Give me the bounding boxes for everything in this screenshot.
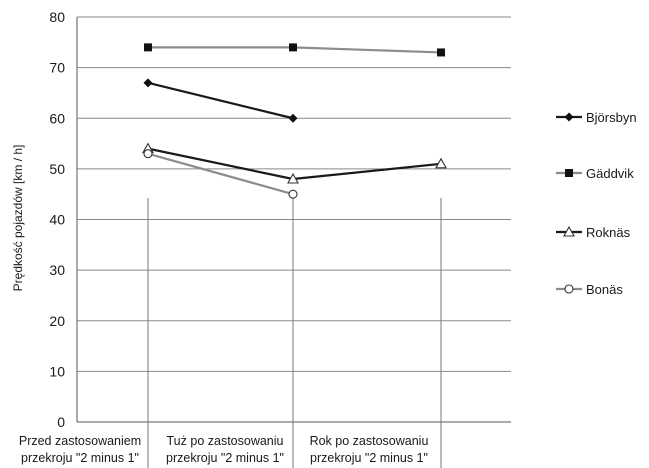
legend-marker: [563, 225, 575, 237]
y-tick-label: 40: [49, 212, 65, 228]
series-line-segment: [292, 162, 442, 181]
legend: Björsbyn Gäddvik Roknäs Bonäs: [556, 110, 637, 297]
data-point: [288, 113, 298, 123]
y-tick-label: 80: [49, 9, 65, 25]
x-category-labels: Przed zastosowaniem przekroju "2 minus 1"…: [19, 434, 429, 465]
series-line-segment: [292, 46, 442, 54]
data-point: [289, 43, 297, 52]
data-point: [288, 189, 298, 199]
x-category-label: Przed zastosowaniem przekroju "2 minus 1": [19, 434, 141, 465]
data-point: [435, 157, 447, 169]
series-2: [142, 142, 447, 184]
legend-label: Gäddvik: [586, 166, 634, 181]
y-tick-label: 60: [49, 110, 65, 126]
legend-label: Bonäs: [586, 282, 623, 297]
data-point: [287, 172, 299, 184]
legend-marker: [564, 112, 574, 122]
series-0: [143, 78, 298, 123]
legend-item: Bonäs: [556, 282, 623, 297]
data-point: [143, 149, 153, 159]
legend-marker: [564, 284, 574, 294]
y-tick-label: 10: [49, 363, 65, 379]
y-tick-labels: 0 10 20 30 40 50 60 70 80: [49, 9, 65, 430]
legend-item: Roknäs: [556, 225, 631, 240]
legend-label: Björsbyn: [586, 110, 637, 125]
data-point: [143, 78, 153, 88]
data-point: [144, 43, 152, 52]
y-tick-label: 70: [49, 60, 65, 76]
legend-item: Björsbyn: [556, 110, 637, 125]
y-tick-label: 30: [49, 262, 65, 278]
x-category-label: Tuż po zastosowaniu przekroju "2 minus 1": [166, 434, 284, 465]
series-1: [144, 43, 445, 57]
legend-marker: [565, 169, 573, 177]
data-point: [437, 48, 445, 57]
series-line-segment: [147, 152, 294, 196]
series-3: [143, 149, 298, 199]
legend-label: Roknäs: [586, 225, 631, 240]
y-tick-label: 20: [49, 313, 65, 329]
y-tick-label: 50: [49, 161, 65, 177]
legend-item: Gäddvik: [556, 166, 634, 181]
series: [142, 43, 447, 199]
series-line-segment: [147, 147, 294, 181]
y-axis-label: Prędkość pojazdów [km / h]: [11, 145, 25, 292]
y-tick-label: 0: [57, 414, 65, 430]
x-category-label: Rok po zastosowaniu przekroju "2 minus 1": [310, 434, 429, 465]
axes: [76, 17, 511, 468]
series-line-segment: [147, 81, 294, 120]
